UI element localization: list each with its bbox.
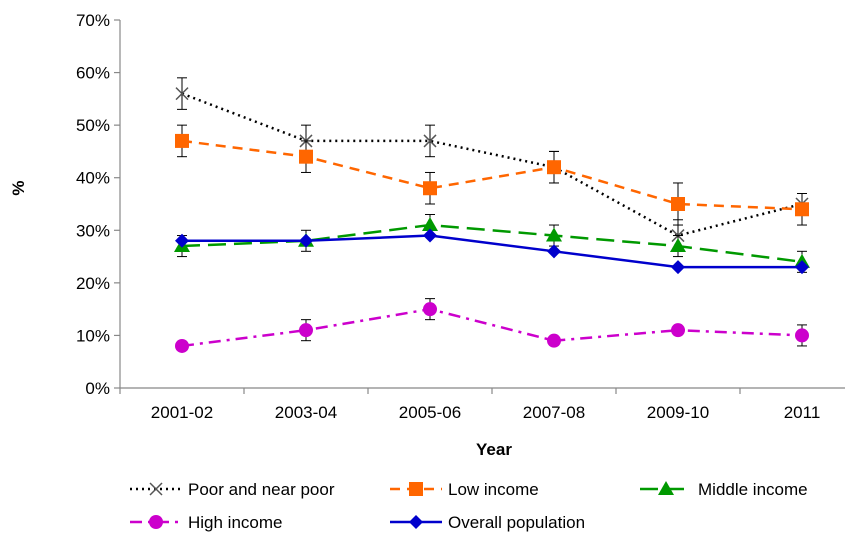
y-tick-label: 10% <box>76 326 110 345</box>
data-point <box>175 338 189 353</box>
data-point <box>547 160 561 175</box>
chart-axes: 0% 10% 20% 30% 40% 50% 60% 70% 2001-02 2003-04 200… <box>76 11 845 422</box>
series-poor-and-near-poor <box>175 77 809 252</box>
legend-label: Overall population <box>448 513 585 532</box>
x-tick-label: 2007-08 <box>523 403 585 422</box>
legend-label: Poor and near poor <box>188 480 335 499</box>
y-tick-label: 50% <box>76 116 110 135</box>
series-line <box>181 307 803 348</box>
x-tick-label: 2003-04 <box>275 403 337 422</box>
legend-swatch-marker <box>409 515 423 529</box>
y-axis-title: % <box>9 180 28 195</box>
series-low-income <box>175 124 809 226</box>
legend-swatch-marker <box>149 482 163 496</box>
series-high-income <box>175 298 809 353</box>
data-point <box>671 197 685 211</box>
data-point <box>423 181 437 196</box>
legend-item-overall-population: Overall population <box>390 513 585 532</box>
legend-label: Middle income <box>698 480 808 499</box>
data-point <box>546 227 562 242</box>
series-line <box>181 92 803 237</box>
legend-swatch-marker <box>409 482 423 496</box>
x-axis-title: Year <box>476 440 512 459</box>
data-point <box>175 87 189 101</box>
y-tick-label: 70% <box>76 11 110 30</box>
y-tick-label: 0% <box>85 379 110 398</box>
series-line <box>182 234 802 269</box>
x-tick-label: 2001-02 <box>151 403 213 422</box>
marker-stroke <box>149 482 163 496</box>
legend-swatch-marker <box>658 481 674 495</box>
data-point <box>795 260 809 275</box>
legend-item-low-income: Low income <box>390 480 539 499</box>
data-point <box>670 238 686 253</box>
y-tick-label: 60% <box>76 64 110 83</box>
data-point <box>422 217 438 232</box>
legend-label: High income <box>188 513 283 532</box>
data-point <box>299 323 313 338</box>
data-point <box>299 149 313 164</box>
x-tick-label: 2009-10 <box>647 403 709 422</box>
legend-swatch-marker <box>149 515 163 529</box>
marker-stroke <box>423 134 437 148</box>
data-point <box>175 233 189 248</box>
legend-label: Low income <box>448 480 539 499</box>
data-point <box>299 233 313 248</box>
data-point <box>795 328 809 343</box>
data-point <box>423 228 437 243</box>
data-point <box>547 244 561 259</box>
marker-stroke <box>175 87 189 101</box>
data-point <box>175 133 189 148</box>
data-point <box>423 302 437 317</box>
series-line <box>181 139 803 211</box>
y-tick-label: 40% <box>76 169 110 188</box>
legend-item-middle-income: Middle income <box>640 480 808 499</box>
data-point <box>671 260 685 275</box>
series-overall-population <box>175 228 809 275</box>
y-tick-label: 20% <box>76 274 110 293</box>
data-point <box>795 202 809 217</box>
legend-item-poor-and-near-poor: Poor and near poor <box>130 480 335 499</box>
x-tick-label: 2005-06 <box>399 403 461 422</box>
series-layer <box>174 77 810 353</box>
data-point <box>671 323 685 338</box>
data-point <box>423 134 437 148</box>
x-tick-label: 2011 <box>784 403 821 422</box>
y-tick-label: 30% <box>76 221 110 240</box>
legend-item-high-income: High income <box>130 513 283 532</box>
legend: Poor and near poor Low income Middle incom… <box>130 480 808 532</box>
data-point <box>547 333 561 348</box>
